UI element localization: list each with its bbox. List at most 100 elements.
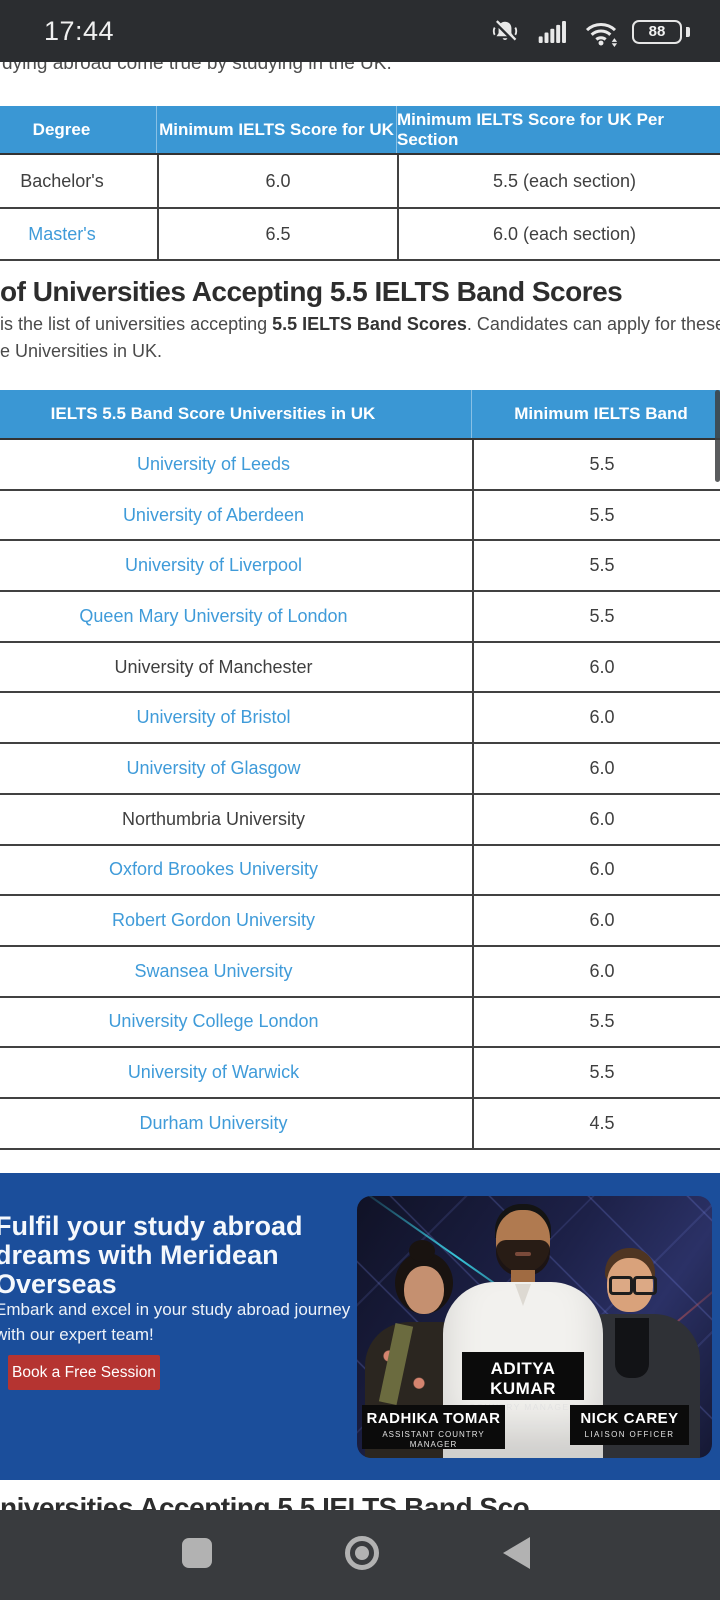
table-body: Bachelor's 6.0 5.5 (each section) Master…	[0, 155, 720, 261]
table-row: Durham University 4.5	[0, 1098, 720, 1150]
battery-icon: 88	[632, 20, 682, 44]
band-value: 6.0	[589, 960, 615, 981]
person-right-glasses	[633, 1276, 657, 1295]
min-score-cell: 6.5	[265, 223, 291, 244]
min-score-cell: 6.0	[265, 170, 291, 191]
column-header-degree: Degree	[0, 106, 157, 153]
banner-body-line: Embark and excel in your study abroad jo…	[0, 1300, 351, 1319]
column-header-universities: IELTS 5.5 Band Score Universities in UK	[0, 390, 472, 438]
degree-cell[interactable]: Master's	[28, 223, 96, 244]
table-row: University of Warwick 5.5	[0, 1048, 720, 1099]
per-section-cell: 6.0 (each section)	[492, 223, 637, 244]
university-name[interactable]: University of Liverpool	[124, 555, 303, 576]
banner-heading-line: Overseas	[0, 1269, 117, 1299]
intro-paragraph-line1: is the list of universities accepting 5.…	[0, 314, 720, 335]
intro-text-bold: 5.5 IELTS Band Scores	[272, 314, 467, 334]
intro-paragraph-line2: e Universities in UK.	[0, 341, 163, 361]
table-header-row: IELTS 5.5 Band Score Universities in UK …	[0, 390, 720, 440]
battery-percentage: 88	[648, 23, 666, 40]
university-name[interactable]: University of Leeds	[136, 453, 291, 474]
table-body: University of Leeds 5.5 University of Ab…	[0, 440, 720, 1150]
table-row: University of Aberdeen 5.5	[0, 490, 720, 542]
band-value: 5.5	[589, 453, 615, 474]
person-role: ASSISTANT COUNTRY MANAGER	[382, 1430, 485, 1449]
band-value: 6.0	[589, 656, 615, 677]
table-row: Master's 6.5 6.0 (each section)	[0, 209, 720, 261]
person-name: ADITYA KUMAR	[490, 1359, 556, 1398]
universities-table: IELTS 5.5 Band Score Universities in UK …	[0, 390, 720, 1150]
person-left-face	[404, 1266, 444, 1314]
person-left-hair-bun	[409, 1240, 435, 1262]
banner-body-line: with our expert team!	[0, 1325, 154, 1344]
column-header-min-band: Minimum IELTS Band	[514, 404, 688, 423]
back-button[interactable]	[503, 1537, 530, 1569]
university-name[interactable]: University of Aberdeen	[122, 504, 305, 525]
status-bar: 17:44 88	[0, 0, 720, 62]
banner-heading-line: dreams with Meridean	[0, 1240, 279, 1270]
book-free-session-button[interactable]: Book a Free Session	[8, 1355, 160, 1390]
name-plate: RADHIKA TOMAR ASSISTANT COUNTRY MANAGER	[362, 1405, 505, 1449]
table-row: Bachelor's 6.0 5.5 (each section)	[0, 155, 720, 209]
section-heading: of Universities Accepting 5.5 IELTS Band…	[0, 276, 623, 307]
wifi-icon	[585, 23, 618, 47]
table-row: Queen Mary University of London 5.5	[0, 592, 720, 643]
column-header-min-score: Minimum IELTS Score for UK	[157, 106, 397, 153]
home-button[interactable]	[345, 1536, 379, 1570]
per-section-cell: 5.5 (each section)	[492, 170, 637, 191]
table-row: Robert Gordon University 6.0	[0, 896, 720, 947]
name-plate: NICK CAREY LIAISON OFFICER	[570, 1405, 689, 1445]
band-value: 5.5	[589, 504, 615, 525]
team-photo: ADITYA KUMAR COUNTRY MANAGER RADHIKA TOM…	[357, 1196, 712, 1458]
person-name: RADHIKA TOMAR	[366, 1410, 501, 1427]
table-row: University of Glasgow 6.0	[0, 744, 720, 795]
person-right-shirt	[615, 1318, 649, 1378]
cta-banner: Fulfil your study abroad dreams with Mer…	[0, 1173, 720, 1480]
university-name[interactable]: University of Glasgow	[126, 757, 301, 778]
band-value: 6.0	[589, 757, 615, 778]
android-nav-bar	[0, 1510, 720, 1600]
person-role: COUNTRY MANAGER	[468, 1402, 578, 1412]
band-value: 5.5	[589, 555, 615, 576]
table-row: University College London 5.5	[0, 997, 720, 1049]
band-value: 6.0	[589, 707, 615, 728]
scrollbar-thumb[interactable]	[715, 390, 720, 482]
table-row: University of Manchester 6.0	[0, 642, 720, 694]
university-name[interactable]: University of Bristol	[136, 707, 291, 728]
university-name: Northumbria University	[121, 808, 306, 829]
person-center-mouth	[515, 1252, 531, 1256]
table-row: Swansea University 6.0	[0, 946, 720, 998]
table-row: University of Leeds 5.5	[0, 440, 720, 491]
home-button-dot	[355, 1546, 369, 1560]
band-value: 4.5	[589, 1112, 615, 1133]
degree-cell: Bachelor's	[20, 170, 104, 191]
university-name[interactable]: Oxford Brookes University	[108, 859, 319, 880]
signal-strength-icon	[538, 21, 566, 43]
band-value: 5.5	[589, 1011, 615, 1032]
university-name[interactable]: Queen Mary University of London	[79, 605, 348, 626]
university-name[interactable]: Robert Gordon University	[111, 910, 316, 931]
university-name[interactable]: Durham University	[139, 1112, 288, 1133]
band-value: 6.0	[589, 859, 615, 880]
table-row: Oxford Brookes University 6.0	[0, 845, 720, 897]
university-name[interactable]: University of Warwick	[127, 1062, 300, 1083]
intro-text-pre: is the list of universities accepting	[0, 314, 273, 334]
notifications-muted-icon	[492, 20, 518, 43]
university-name[interactable]: Swansea University	[134, 960, 293, 981]
table-header-row: Degree Minimum IELTS Score for UK Minimu…	[0, 106, 720, 155]
table-row: University of Liverpool 5.5	[0, 541, 720, 593]
band-value: 5.5	[589, 1062, 615, 1083]
person-role: LIAISON OFFICER	[584, 1430, 675, 1439]
clock: 17:44	[44, 16, 115, 46]
ielts-score-table: Degree Minimum IELTS Score for UK Minimu…	[0, 106, 720, 261]
band-value: 5.5	[589, 605, 615, 626]
person-right-glasses	[609, 1276, 633, 1295]
column-header-per-section: Minimum IELTS Score for UK Per Section	[397, 109, 665, 149]
table-row: University of Bristol 6.0	[0, 693, 720, 745]
university-name[interactable]: University College London	[108, 1011, 319, 1032]
battery-nub	[686, 27, 690, 37]
name-plate: ADITYA KUMAR COUNTRY MANAGER	[462, 1352, 584, 1412]
table-row: Northumbria University 6.0	[0, 794, 720, 846]
recent-apps-button[interactable]	[182, 1538, 212, 1568]
